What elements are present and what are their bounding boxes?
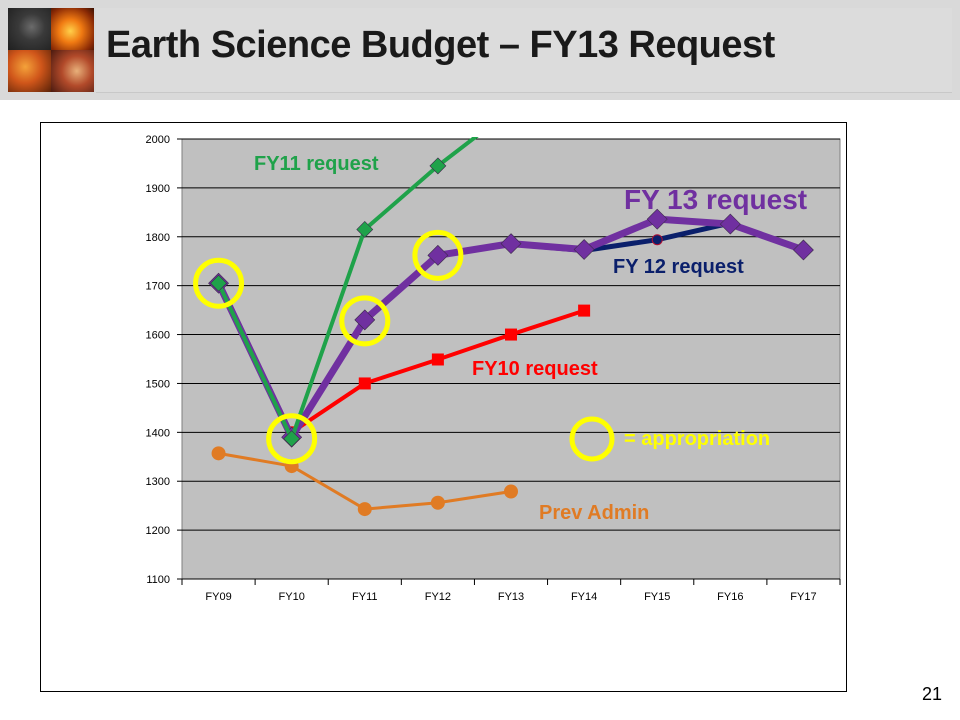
data-point (430, 495, 445, 510)
label-prev-admin: Prev Admin (539, 502, 649, 524)
label-fy13-request: FY 13 request (624, 184, 807, 215)
data-point (211, 446, 226, 461)
x-tick-label: FY17 (790, 591, 816, 603)
x-tick-label: FY11 (352, 591, 377, 603)
logo-tile-4 (51, 50, 94, 92)
x-tick-label: FY12 (425, 591, 451, 603)
x-tick-label: FY10 (279, 591, 305, 603)
y-tick-label: 1400 (146, 427, 170, 439)
appropriation-marker (412, 229, 464, 281)
data-point (427, 244, 449, 266)
data-point (357, 502, 372, 517)
logo-image (8, 8, 94, 92)
data-point (210, 274, 227, 292)
label-fy12-request: FY 12 request (613, 256, 744, 278)
y-tick-label: 1900 (146, 183, 170, 195)
data-point (504, 484, 518, 499)
legend-symbol (569, 416, 615, 462)
x-tick-label: FY16 (717, 591, 743, 603)
legend-label: = appropriation (624, 428, 770, 450)
plot-area (181, 138, 841, 580)
page-number: 21 (921, 684, 942, 704)
y-tick-label: 1200 (146, 525, 170, 537)
y-tick-label: 1600 (146, 330, 170, 342)
y-tick-label: 1700 (146, 281, 170, 293)
data-point (431, 353, 444, 366)
x-tick-label: FY15 (644, 591, 670, 603)
appropriation-marker (266, 413, 318, 465)
data-point (651, 234, 663, 246)
appropriation-marker (193, 257, 245, 309)
x-tick-label: FY14 (571, 591, 597, 603)
data-point (793, 239, 814, 261)
data-point (573, 239, 595, 260)
label-fy11-request: FY11 request (254, 153, 379, 175)
series-fy11-request (210, 137, 479, 448)
y-tick-label: 1300 (146, 476, 170, 488)
data-point (429, 157, 447, 175)
data-point (358, 377, 371, 390)
data-point (500, 233, 522, 255)
chart: 1100 1200 1300 1400 1500 1600 1700 1800 1900 2000… (146, 134, 841, 603)
x-tick-label: FY09 (205, 591, 231, 603)
appropriation-marker (339, 295, 391, 347)
data-point (283, 430, 301, 448)
title-box (96, 8, 952, 93)
y-tick-label: 1500 (146, 378, 170, 390)
page-title: Earth Science Budget – FY13 Request (106, 24, 775, 66)
series-fy-13-request (208, 208, 814, 448)
chart-frame: 1100 1200 1300 1400 1500 1600 1700 1800 1900 2000… (40, 122, 847, 692)
y-tick-label: 1100 (146, 574, 170, 586)
x-tick-label: FY13 (498, 591, 524, 603)
label-fy10-request: FY10 request (472, 358, 598, 380)
y-tick-label: 2000 (146, 134, 170, 146)
y-tick-label: 1800 (146, 232, 170, 244)
data-point (505, 328, 517, 341)
data-point (646, 208, 668, 230)
logo-tile-2 (51, 8, 94, 50)
data-point (578, 304, 591, 317)
data-point (354, 309, 376, 331)
data-point (356, 221, 374, 238)
logo-tile-3 (8, 50, 51, 92)
logo-tile-1 (8, 8, 51, 50)
data-point (719, 213, 741, 235)
